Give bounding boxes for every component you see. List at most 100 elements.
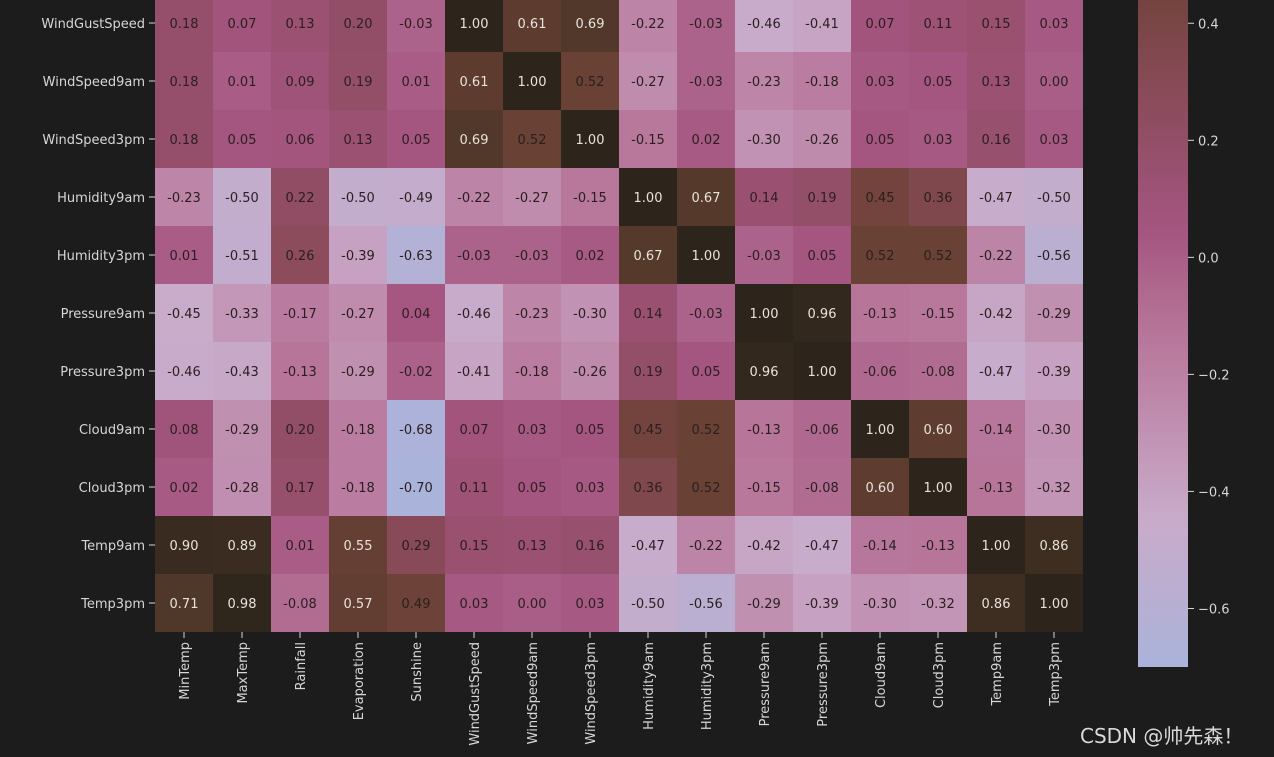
heatmap-cell bbox=[967, 400, 1025, 458]
cell-value-label: 0.03 bbox=[576, 481, 605, 496]
cell-value-label: 0.52 bbox=[692, 423, 721, 438]
row-tick-label: Pressure9am bbox=[61, 307, 145, 322]
cell-value-label: -0.51 bbox=[225, 249, 259, 264]
heatmap-cell bbox=[677, 574, 735, 632]
cell-value-label: 0.18 bbox=[170, 17, 199, 32]
heatmap-cell bbox=[909, 226, 967, 284]
cell-value-label: 0.22 bbox=[286, 191, 315, 206]
heatmap-cell bbox=[155, 342, 213, 400]
cell-value-label: -0.39 bbox=[1037, 365, 1071, 380]
heatmap-cell bbox=[677, 284, 735, 342]
cell-value-label: 0.19 bbox=[634, 365, 663, 380]
cell-value-label: 0.16 bbox=[576, 539, 605, 554]
heatmap-cell bbox=[445, 226, 503, 284]
cell-value-label: 0.07 bbox=[460, 423, 489, 438]
cell-value-label: 0.67 bbox=[692, 191, 721, 206]
cell-value-label: -0.50 bbox=[631, 597, 665, 612]
cell-value-label: -0.30 bbox=[1037, 423, 1071, 438]
heatmap-cell bbox=[445, 0, 503, 52]
heatmap-cell bbox=[851, 110, 909, 168]
heatmap-cell bbox=[967, 168, 1025, 226]
heatmap-cell bbox=[445, 458, 503, 516]
heatmap-cell bbox=[329, 52, 387, 110]
heatmap-cell bbox=[561, 284, 619, 342]
cell-value-label: 0.36 bbox=[924, 191, 953, 206]
cell-value-label: -0.18 bbox=[341, 423, 375, 438]
watermark-text: CSDN @帅先森！ bbox=[1080, 724, 1244, 748]
heatmap-cell bbox=[271, 342, 329, 400]
cell-value-label: 0.13 bbox=[518, 539, 547, 554]
cell-value-label: 0.57 bbox=[344, 597, 373, 612]
column-tick-labels: MinTemp MaxTemp Rainfall Evaporation Sunshin… bbox=[178, 632, 1063, 746]
cell-value-label: -0.30 bbox=[573, 307, 607, 322]
cell-value-label: -0.08 bbox=[921, 365, 955, 380]
cell-value-label: 0.61 bbox=[460, 75, 489, 90]
heatmap-cell bbox=[967, 574, 1025, 632]
column-tick-label: Humidity9am bbox=[642, 642, 657, 730]
column-tick-label: Cloud9am bbox=[874, 642, 889, 708]
cell-value-label: 0.98 bbox=[228, 597, 257, 612]
cell-value-label: -0.06 bbox=[805, 423, 839, 438]
row-tick-label: Humidity9am bbox=[57, 191, 145, 206]
column-tick-label: Humidity3pm bbox=[700, 642, 715, 730]
heatmap-cell bbox=[329, 0, 387, 52]
heatmap-cell bbox=[329, 516, 387, 574]
heatmap-cell bbox=[677, 226, 735, 284]
column-tick-label: Rainfall bbox=[294, 642, 309, 690]
heatmap-cell bbox=[387, 0, 445, 52]
cell-value-label: -0.47 bbox=[805, 539, 839, 554]
heatmap-cell bbox=[1025, 574, 1083, 632]
cell-value-label: -0.14 bbox=[863, 539, 897, 554]
heatmap-cell bbox=[503, 52, 561, 110]
column-tick-label: WindSpeed9am bbox=[526, 642, 541, 744]
cell-value-label: -0.50 bbox=[341, 191, 375, 206]
heatmap-cell bbox=[677, 52, 735, 110]
heatmap-cell bbox=[561, 52, 619, 110]
cell-value-label: -0.47 bbox=[979, 365, 1013, 380]
heatmap-cell bbox=[503, 342, 561, 400]
heatmap-cell bbox=[503, 574, 561, 632]
cell-value-label: 0.02 bbox=[692, 133, 721, 148]
heatmap-cell bbox=[1025, 458, 1083, 516]
cell-value-label: -0.13 bbox=[747, 423, 781, 438]
heatmap-cell bbox=[793, 168, 851, 226]
row-tick-label: WindSpeed3pm bbox=[42, 133, 145, 148]
cell-value-label: 0.52 bbox=[866, 249, 895, 264]
cell-value-label: -0.41 bbox=[457, 365, 491, 380]
heatmap-cell bbox=[909, 400, 967, 458]
cell-value-label: 0.20 bbox=[344, 17, 373, 32]
cell-value-label: 0.69 bbox=[576, 17, 605, 32]
row-tick-label: WindGustSpeed bbox=[41, 17, 145, 32]
heatmap-cell bbox=[1025, 226, 1083, 284]
heatmap-cell bbox=[793, 284, 851, 342]
cell-value-label: -0.15 bbox=[631, 133, 665, 148]
cell-value-label: 0.07 bbox=[866, 17, 895, 32]
cell-value-label: 0.05 bbox=[692, 365, 721, 380]
cell-value-label: 0.13 bbox=[344, 133, 373, 148]
column-tick-label: Temp9am bbox=[990, 642, 1005, 707]
heatmap-cell bbox=[503, 284, 561, 342]
heatmap-cell bbox=[213, 574, 271, 632]
cell-value-label: 1.00 bbox=[634, 191, 663, 206]
cell-value-label: -0.47 bbox=[979, 191, 1013, 206]
cell-value-label: -0.42 bbox=[747, 539, 781, 554]
cell-value-label: 0.71 bbox=[170, 597, 199, 612]
heatmap-cell bbox=[213, 0, 271, 52]
heatmap-cell bbox=[271, 574, 329, 632]
heatmap-cell bbox=[735, 342, 793, 400]
cell-value-label: -0.22 bbox=[631, 17, 665, 32]
cell-value-label: -0.27 bbox=[515, 191, 549, 206]
heatmap-cell bbox=[503, 168, 561, 226]
heatmap-cell bbox=[561, 0, 619, 52]
cell-value-label: -0.18 bbox=[515, 365, 549, 380]
cell-value-label: 0.45 bbox=[866, 191, 895, 206]
cell-value-label: 1.00 bbox=[1040, 597, 1069, 612]
cell-value-label: 1.00 bbox=[576, 133, 605, 148]
cell-value-label: 0.90 bbox=[170, 539, 199, 554]
cell-value-label: -0.46 bbox=[747, 17, 781, 32]
cell-value-label: 0.60 bbox=[924, 423, 953, 438]
heatmap-cell bbox=[793, 342, 851, 400]
heatmap-cell bbox=[445, 168, 503, 226]
cell-value-label: 0.02 bbox=[576, 249, 605, 264]
heatmap-cell bbox=[619, 226, 677, 284]
